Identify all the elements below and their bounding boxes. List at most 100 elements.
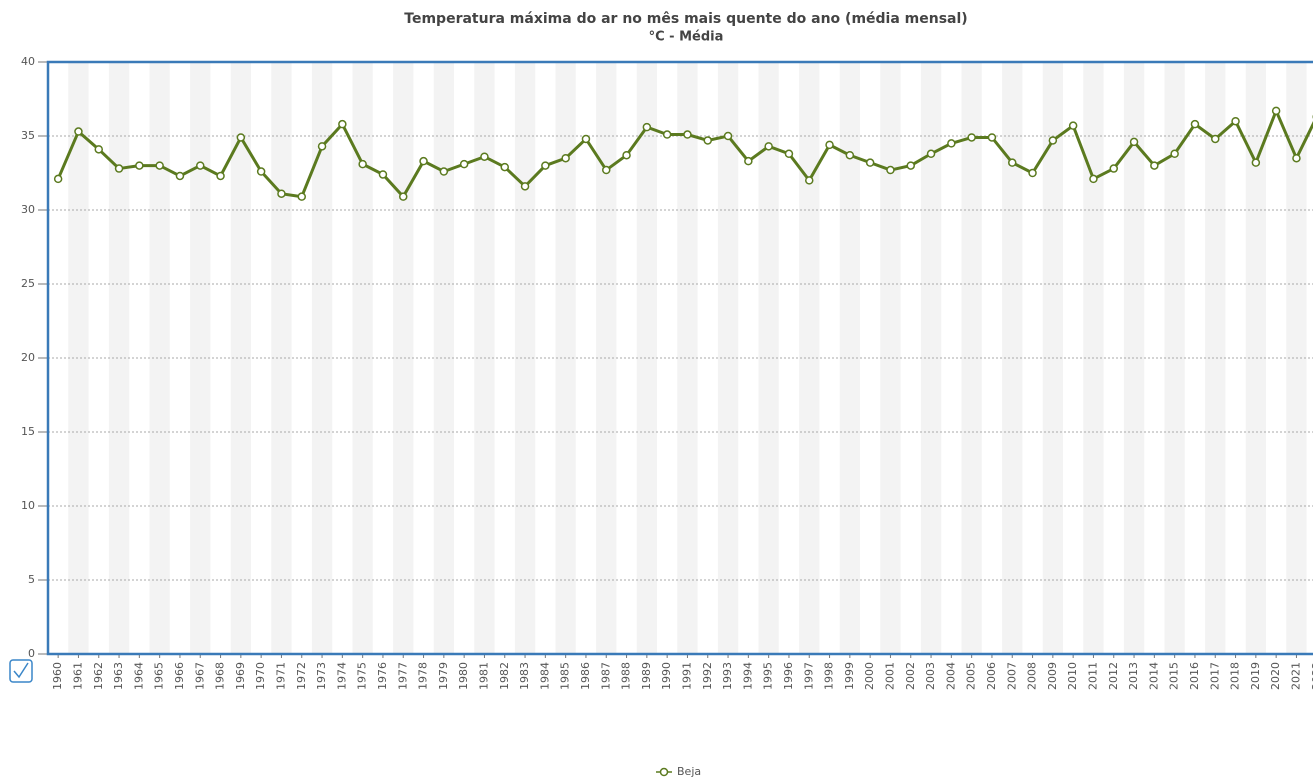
point (642, 122, 652, 132)
x-tick-label: 1983 (518, 662, 531, 690)
x-tick-label: 2009 (1046, 662, 1059, 690)
x-tick-label: 1994 (741, 662, 754, 690)
x-tick-label: 1976 (376, 662, 389, 690)
x-tick-label: 2019 (1249, 662, 1262, 690)
x-tick-label: 1992 (701, 662, 714, 690)
point (967, 133, 976, 142)
point (744, 156, 753, 166)
x-tick-label: 1969 (234, 662, 247, 690)
point (1089, 174, 1098, 184)
point (906, 161, 915, 170)
x-tick-label: 1984 (538, 662, 551, 690)
checkbox-box[interactable] (9, 659, 33, 683)
y-tick-label: 35 (21, 129, 35, 142)
y-tick-label: 5 (28, 573, 35, 586)
y-tick-label: 25 (21, 277, 35, 290)
x-tick-label: 2001 (883, 662, 896, 690)
x-tick-label: 2018 (1229, 662, 1242, 690)
point (1190, 119, 1200, 129)
y-tick-label: 40 (21, 55, 35, 68)
point (135, 161, 144, 170)
point (926, 149, 936, 159)
point (683, 130, 692, 139)
legend-label: Beja (677, 765, 701, 778)
point (622, 150, 631, 160)
point (886, 165, 895, 175)
marks (53, 106, 1313, 201)
x-tick-label: 2022 (1310, 662, 1313, 690)
point (114, 164, 124, 173)
point (155, 161, 164, 170)
point (1170, 149, 1179, 159)
x-tick-label: 2014 (1147, 662, 1160, 690)
x-tick-label: 2008 (1026, 662, 1039, 690)
x-tick-label: 2000 (863, 662, 876, 690)
x-tick-label: 1987 (599, 662, 612, 690)
point (358, 159, 367, 169)
band (108, 62, 130, 654)
x-tick-label: 2005 (965, 662, 978, 690)
point (1129, 137, 1139, 147)
point (277, 189, 286, 198)
point (1028, 168, 1037, 178)
x-tick-label: 2011 (1086, 662, 1099, 690)
point (175, 171, 185, 181)
point (236, 133, 246, 142)
point (805, 176, 814, 185)
point (378, 170, 388, 179)
y-tick-label: 20 (21, 351, 35, 364)
point (53, 174, 63, 184)
point (764, 142, 773, 151)
x-tick-label: 2021 (1289, 662, 1302, 690)
checkbox[interactable] (9, 659, 33, 683)
x-tick-label: 1982 (498, 662, 511, 690)
y-tick-label: 30 (21, 203, 35, 216)
point (338, 119, 347, 129)
x-tick-label: 2002 (904, 662, 917, 690)
x-tick-label: 1970 (254, 662, 267, 690)
x-tick-label: 1975 (356, 662, 369, 690)
x-tick-label: 1995 (762, 662, 775, 690)
x-tick-label: 2003 (924, 662, 937, 690)
point (459, 159, 469, 169)
x-tick-label: 1985 (559, 662, 572, 690)
x-tick-label: 1966 (173, 662, 186, 690)
x-tick-label: 1963 (112, 662, 125, 690)
point (602, 165, 611, 175)
x-tick-label: 2006 (985, 662, 998, 690)
x-tick-label: 1965 (153, 662, 166, 690)
legend[interactable]: Beja (656, 765, 701, 778)
x-tick-label: 1997 (802, 662, 815, 690)
y-tick-label: 10 (21, 499, 35, 512)
x-tick-label: 2013 (1127, 662, 1140, 690)
point (1008, 158, 1017, 167)
point (317, 142, 327, 151)
point (1150, 161, 1159, 170)
point (723, 131, 733, 141)
point (1231, 116, 1240, 126)
axes: 1960 1961 1962 1963 1964 1965 1966 1967 1968 1969… (21, 55, 1313, 690)
x-tick-label: 1989 (640, 662, 653, 690)
point (662, 130, 672, 139)
point (703, 136, 712, 145)
chart-title: Temperatura máxima do ar no mês mais que… (404, 11, 967, 27)
point (784, 149, 794, 159)
point (1271, 106, 1281, 116)
x-tick-label: 1996 (782, 662, 795, 690)
x-tick-label: 2007 (1005, 662, 1018, 690)
point (845, 150, 855, 160)
chart-subtitle: °C - Média (649, 30, 724, 45)
x-tick-label: 2010 (1066, 662, 1079, 690)
point (1251, 158, 1261, 167)
x-tick-label: 1993 (721, 662, 734, 690)
x-tick-label: 1961 (71, 662, 84, 690)
x-tick-label: 2016 (1188, 662, 1201, 690)
x-tick-label: 1990 (660, 662, 673, 690)
x-tick-label: 1978 (417, 662, 430, 690)
point (987, 133, 997, 142)
point (947, 139, 956, 148)
x-tick-label: 1973 (315, 662, 328, 690)
point (520, 182, 530, 191)
point (1292, 153, 1301, 163)
plot-border (46, 60, 1313, 656)
